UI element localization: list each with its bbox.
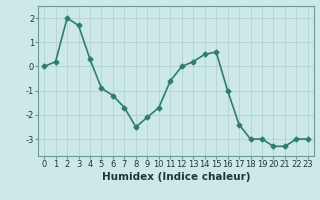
X-axis label: Humidex (Indice chaleur): Humidex (Indice chaleur)	[102, 172, 250, 182]
